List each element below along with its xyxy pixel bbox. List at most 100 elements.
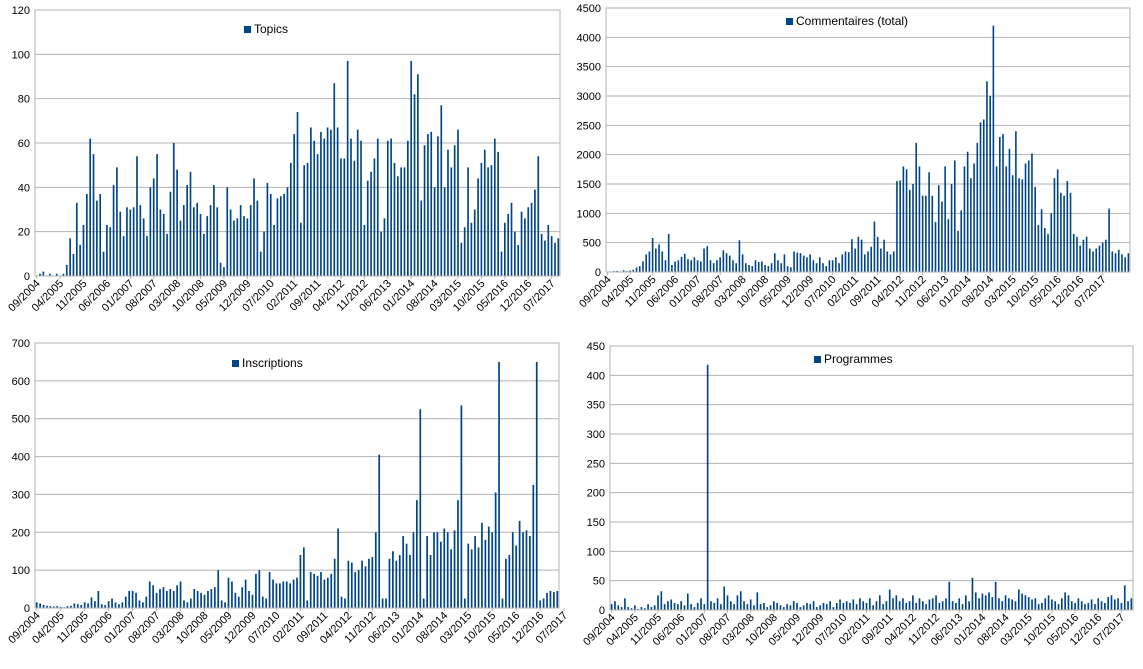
- bar: [1041, 603, 1043, 610]
- bar: [978, 598, 980, 610]
- bar: [505, 559, 507, 608]
- bar: [829, 601, 831, 610]
- bar: [806, 603, 808, 610]
- bar: [94, 601, 96, 608]
- bar: [248, 591, 250, 608]
- y-tick-label: 200: [587, 488, 605, 500]
- y-tick-label: 120: [12, 5, 30, 17]
- bar: [494, 139, 496, 276]
- bar: [183, 600, 185, 608]
- bar: [375, 532, 377, 608]
- bar: [647, 604, 649, 610]
- y-tick-label: 3500: [577, 62, 601, 74]
- bar: [733, 604, 735, 610]
- bar: [999, 137, 1001, 272]
- y-tick-label: 80: [18, 94, 30, 106]
- bar: [495, 493, 497, 608]
- bar: [858, 237, 860, 272]
- bar: [296, 578, 298, 608]
- bar: [776, 603, 778, 610]
- bar: [186, 185, 188, 276]
- bar: [504, 223, 506, 276]
- bar: [835, 257, 837, 272]
- bar: [250, 205, 252, 276]
- legend-swatch: [244, 26, 251, 33]
- bar: [658, 244, 660, 272]
- bar: [706, 246, 708, 272]
- bar: [170, 192, 172, 276]
- bar: [726, 253, 728, 272]
- bar: [267, 183, 269, 276]
- bar: [226, 187, 228, 276]
- bar: [954, 161, 956, 272]
- bar: [487, 167, 489, 276]
- bar: [169, 589, 171, 608]
- bar: [899, 180, 901, 272]
- bar: [719, 257, 721, 272]
- bar: [1031, 599, 1033, 610]
- bar: [300, 223, 302, 276]
- bar: [152, 585, 154, 608]
- bar: [252, 595, 254, 608]
- bar: [998, 598, 1000, 610]
- bar: [140, 205, 142, 276]
- bar: [481, 163, 483, 276]
- bar: [426, 536, 428, 608]
- bar: [121, 602, 123, 608]
- bar: [1034, 187, 1036, 272]
- bar: [668, 234, 670, 272]
- bar: [955, 603, 957, 610]
- bar: [1073, 234, 1075, 272]
- bar: [377, 139, 379, 276]
- bar: [79, 245, 81, 276]
- bar: [742, 254, 744, 272]
- bar: [497, 152, 499, 276]
- bar: [280, 196, 282, 276]
- bar: [935, 595, 937, 610]
- bar: [763, 603, 765, 610]
- bar: [1054, 178, 1056, 272]
- bar: [129, 210, 131, 277]
- bar: [793, 251, 795, 272]
- bar: [677, 604, 679, 610]
- bar: [700, 261, 702, 272]
- bar: [323, 139, 325, 276]
- bar: [803, 256, 805, 272]
- bar: [710, 601, 712, 610]
- bar: [531, 203, 533, 276]
- bar: [437, 136, 439, 276]
- chart-inscriptions: 010020030040050060070009/200404/200511/2…: [0, 332, 571, 664]
- bar: [919, 598, 921, 610]
- bar: [965, 595, 967, 610]
- bar: [402, 536, 404, 608]
- bar: [481, 523, 483, 608]
- y-tick-label: 1500: [577, 179, 601, 191]
- bar: [485, 540, 487, 608]
- bar: [660, 591, 662, 610]
- bar: [854, 249, 856, 272]
- bar: [929, 599, 931, 610]
- bar: [670, 599, 672, 610]
- bar: [464, 227, 466, 276]
- bar: [539, 600, 541, 608]
- bar: [988, 592, 990, 610]
- bar: [700, 598, 702, 610]
- bar: [457, 500, 459, 608]
- bar: [945, 598, 947, 610]
- bar: [756, 592, 758, 610]
- bar: [553, 592, 555, 608]
- bar: [368, 559, 370, 608]
- bar: [313, 574, 315, 608]
- y-tick-label: 200: [12, 527, 30, 539]
- bar: [977, 143, 979, 272]
- bar: [832, 260, 834, 272]
- chart-programmes: 05010015020025030035040045009/200404/200…: [571, 332, 1143, 664]
- bar: [544, 241, 546, 276]
- bar: [337, 127, 339, 276]
- bar: [822, 263, 824, 272]
- bar: [77, 604, 79, 608]
- bar: [861, 240, 863, 272]
- legend-label: Programmes: [824, 352, 893, 366]
- bar: [230, 210, 232, 277]
